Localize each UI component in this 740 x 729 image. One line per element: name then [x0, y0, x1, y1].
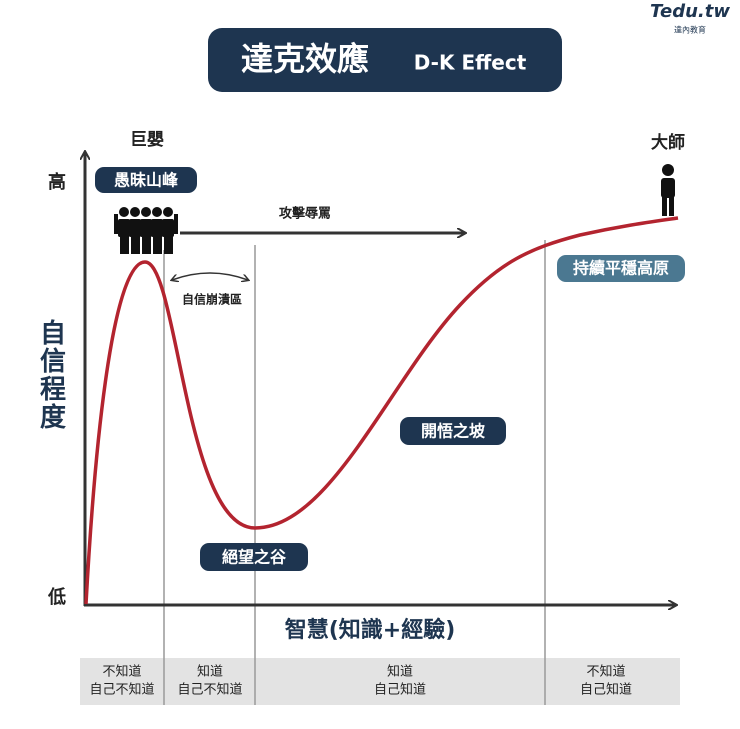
master-label: 大師: [651, 132, 685, 153]
crowd-icon: [114, 207, 178, 254]
logo-subtitle: 達內教育: [674, 25, 706, 35]
stage-line: 知道: [387, 664, 413, 680]
peak-pill: [95, 167, 197, 193]
slope-label: 開悟之坡: [421, 422, 486, 441]
stage-band: [80, 658, 680, 705]
valley-pill: [200, 543, 308, 571]
x-axis-label: 智慧(知識+經驗): [285, 617, 456, 643]
collapse-arrow: [172, 272, 248, 280]
peak-label: 愚昧山峰: [114, 171, 179, 190]
y-high: 高: [48, 171, 66, 193]
valley-label: 絕望之谷: [222, 548, 287, 567]
title-box: [208, 28, 562, 92]
attack-label: 攻擊辱罵: [279, 206, 331, 222]
plateau-pill: [557, 255, 685, 282]
dk-curve: [84, 216, 679, 605]
y-low: 低: [47, 586, 66, 608]
stage-line: 不知道: [586, 664, 625, 680]
plateau-label: 持續平穩高原: [573, 259, 669, 278]
stage-line: 自己不知道: [177, 682, 242, 698]
subtitle: D-K Effect: [414, 51, 527, 75]
y-axis-label: 自信程度: [36, 318, 66, 431]
stage-line: 自己知道: [374, 682, 426, 698]
stage-line: 自己不知道: [89, 682, 154, 698]
baby-label: 巨嬰: [130, 130, 164, 150]
stage-line: 不知道: [102, 664, 141, 680]
collapse-label: 自信崩潰區: [182, 292, 242, 307]
title: 達克效應: [241, 40, 369, 78]
logo-name: Tedu.tw: [650, 1, 730, 22]
stage-line: 知道: [197, 664, 223, 680]
slope-pill: [400, 417, 506, 445]
stage-line: 自己知道: [580, 682, 632, 698]
master-icon: [661, 164, 675, 216]
